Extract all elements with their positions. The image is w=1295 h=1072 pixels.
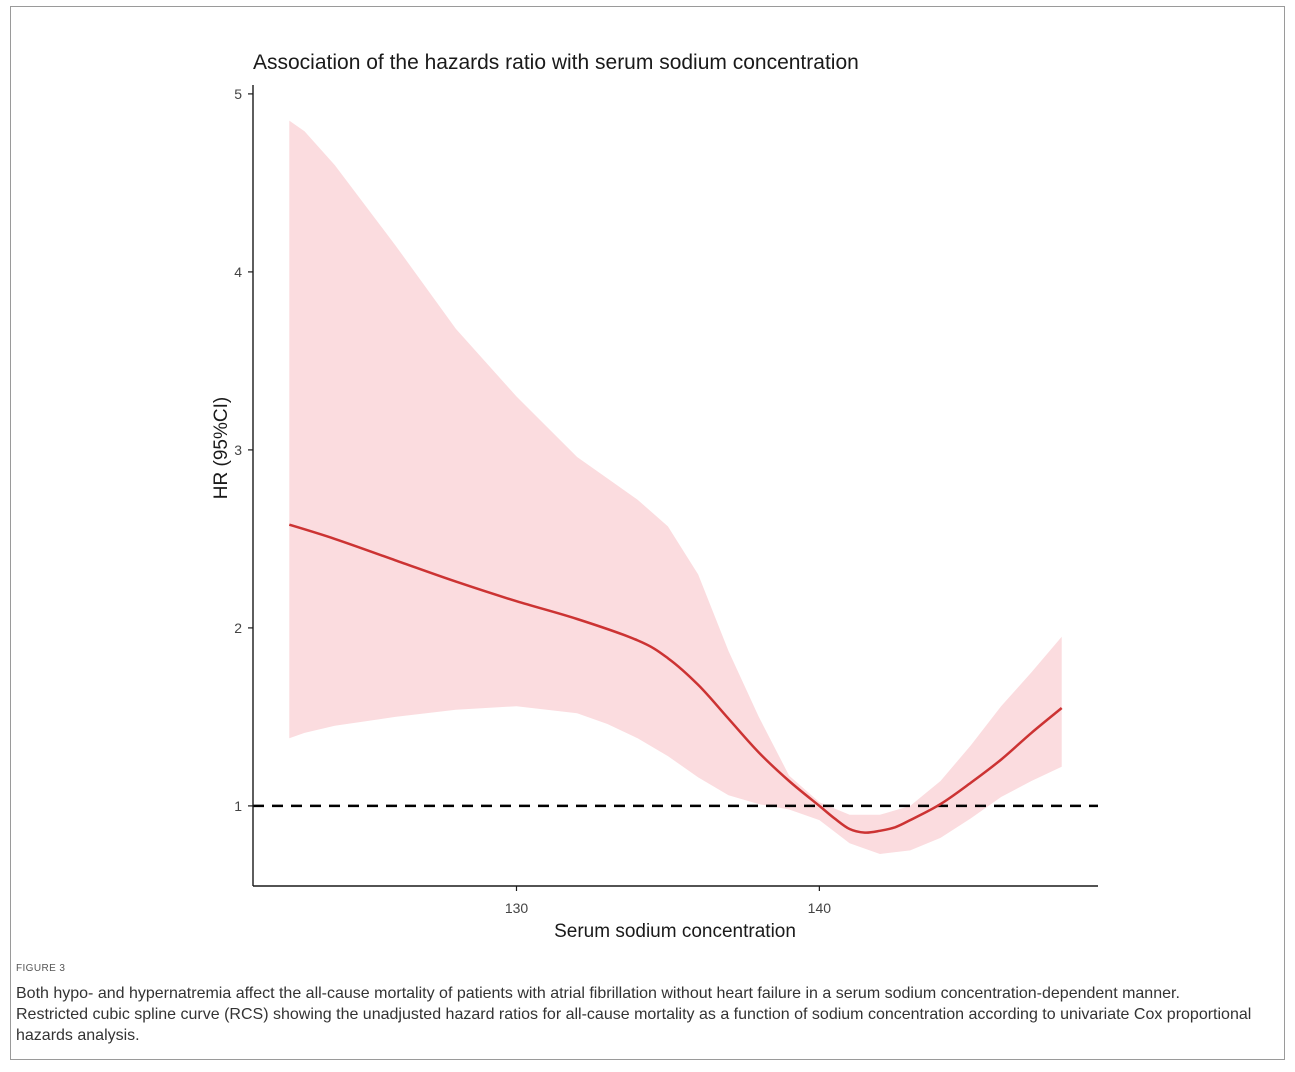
- chart: Association of the hazards ratio with se…: [211, 51, 1098, 942]
- y-tick-label: 5: [234, 86, 242, 102]
- figure-label: FIGURE 3: [16, 963, 66, 974]
- x-tick-label: 130: [505, 900, 529, 916]
- figure-caption: Both hypo- and hypernatremia affect the …: [16, 985, 1252, 1044]
- y-tick-label: 4: [234, 264, 242, 280]
- confidence-band: [289, 120, 1062, 855]
- y-tick-label: 1: [234, 798, 242, 814]
- x-axis-label: Serum sodium concentration: [554, 921, 796, 942]
- x-tick-label: 140: [808, 900, 832, 916]
- chart-title: Association of the hazards ratio with se…: [253, 51, 859, 74]
- y-axis-label: HR (95%CI): [211, 397, 232, 499]
- hr-curve: [288, 523, 1063, 834]
- y-tick-label: 2: [234, 620, 242, 636]
- y-tick-label: 3: [234, 442, 242, 458]
